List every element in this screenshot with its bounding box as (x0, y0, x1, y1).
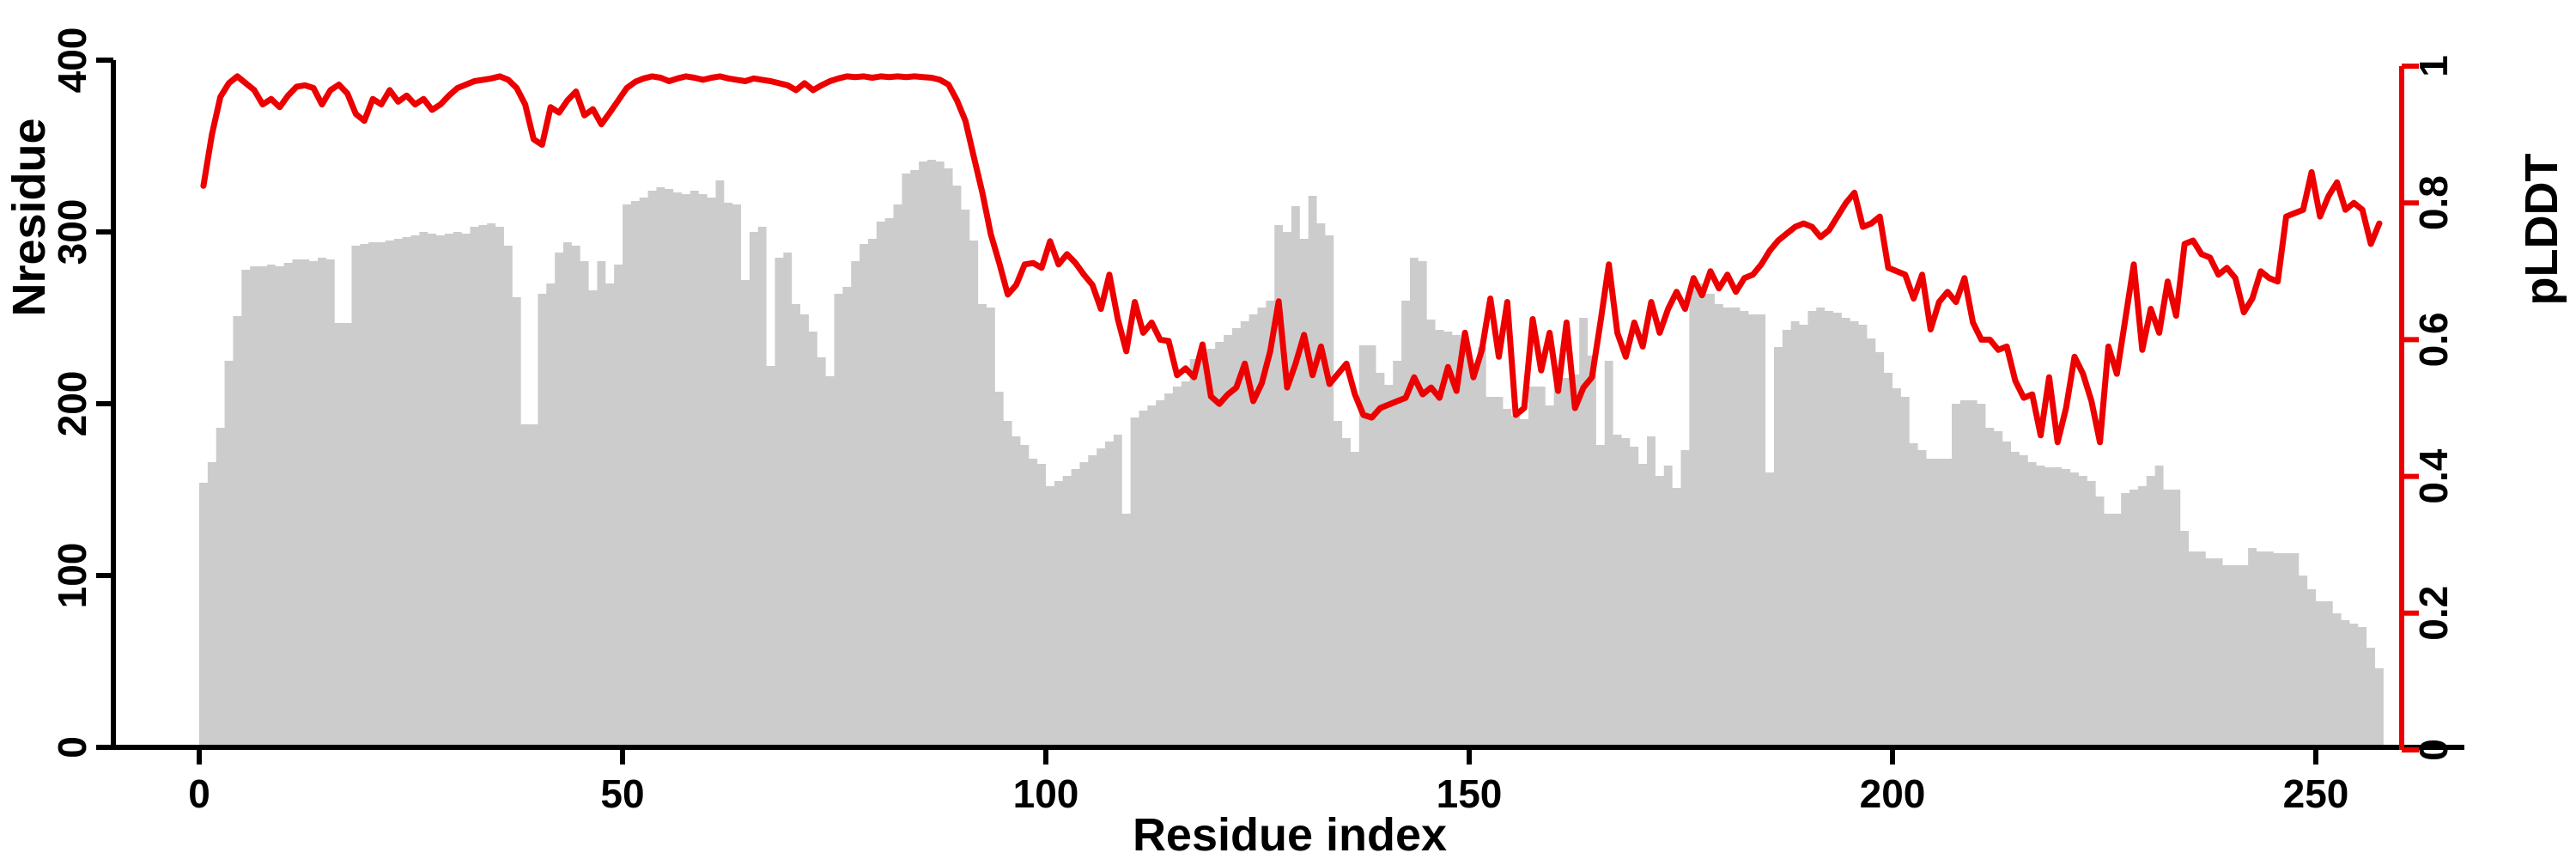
left-axis-tick-label: 0 (50, 736, 94, 758)
right-axis-tick-label: 0.6 (2411, 312, 2456, 367)
right-axis-tick-label: 0 (2411, 739, 2456, 761)
x-axis-tick-label: 50 (600, 771, 644, 816)
x-axis-tick-label: 250 (2283, 771, 2349, 816)
right-axis-tick-label: 1 (2411, 55, 2456, 77)
x-axis-title: Residue index (1133, 809, 1447, 859)
nresidue-bars (199, 160, 2384, 747)
right-axis-tick-label: 0.4 (2411, 448, 2456, 503)
left-y-axis: 0 100 200 300 400 (50, 27, 116, 758)
x-axis-tick-label: 100 (1013, 771, 1079, 816)
plddt-polyline (200, 73, 2383, 446)
x-axis: 0 50 100 150 200 250 (113, 745, 2464, 816)
plddt-line (200, 73, 2383, 446)
left-axis-tick-label: 200 (50, 371, 94, 437)
right-axis-tick-label: 0.2 (2411, 586, 2456, 641)
x-axis-tick-label: 200 (1860, 771, 1926, 816)
left-axis-tick-label: 300 (50, 199, 94, 265)
x-axis-tick-label: 150 (1437, 771, 1503, 816)
left-axis-tick-label: 400 (50, 27, 94, 94)
y-axis-title-right: pLDDT (2516, 154, 2567, 306)
right-y-axis: 0 0.2 0.4 0.6 0.8 1 (2399, 55, 2456, 761)
nresidue-bar-silhouette (199, 160, 2384, 747)
x-axis-tick-label: 0 (188, 771, 210, 816)
y-axis-title-left: Nresidue (3, 118, 55, 316)
right-axis-tick-label: 0.8 (2411, 175, 2456, 230)
left-axis-tick-label: 100 (50, 543, 94, 609)
